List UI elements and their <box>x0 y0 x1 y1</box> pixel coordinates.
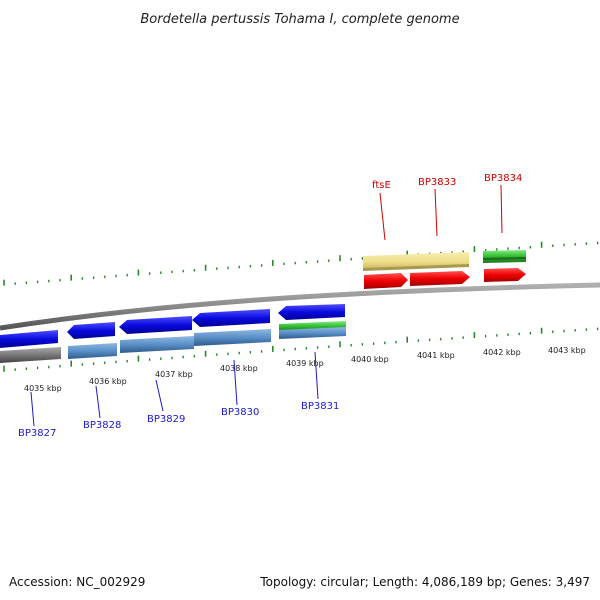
cds-arrow-BP3828 <box>67 322 115 339</box>
label-leader-BP3830 <box>233 359 238 406</box>
kbp-label: 4043 kbp <box>548 346 586 355</box>
gene-bar-green-edge <box>483 257 526 260</box>
cds-arrow-ftsE <box>364 273 408 289</box>
forward-gene-labels: ftsE BP3833 BP3834 <box>372 173 522 241</box>
gene-bar-BP3830 <box>194 329 271 346</box>
gene-label-BP3833: BP3833 <box>418 177 456 188</box>
feature-bar-yellow-edge <box>363 264 469 271</box>
reverse-strand-features <box>0 304 346 363</box>
forward-strand-features <box>363 250 526 289</box>
kbp-label: 4036 kbp <box>89 377 127 386</box>
genome-backbone <box>0 282 600 331</box>
cds-arrow-BP3833 <box>410 271 470 286</box>
kbp-label: 4041 kbp <box>417 351 455 360</box>
accession-text: Accession: NC_002929 <box>9 575 145 589</box>
gene-label-BP3834: BP3834 <box>484 173 522 184</box>
cds-arrow-BP3827 <box>0 330 58 348</box>
label-leader-BP3827 <box>30 391 35 427</box>
gene-label-BP3829: BP3829 <box>147 414 185 425</box>
gene-bar-BP3831 <box>279 327 346 339</box>
kbp-label: 4040 kbp <box>351 355 389 364</box>
kbp-label: 4038 kbp <box>220 364 258 373</box>
label-leader-BP3829 <box>155 379 164 412</box>
gene-label-BP3827: BP3827 <box>18 428 56 439</box>
gene-bar-BP3828 <box>68 343 117 359</box>
gene-label-BP3831: BP3831 <box>301 401 339 412</box>
cds-arrow-BP3831 <box>278 304 345 320</box>
gene-label-BP3830: BP3830 <box>221 407 259 418</box>
outer-tick-ring <box>3 241 599 286</box>
inner-tick-ring <box>3 327 599 372</box>
kbp-label: 4039 kbp <box>286 359 324 368</box>
kbp-label: 4037 kbp <box>155 370 193 379</box>
gene-label-ftsE: ftsE <box>372 180 391 191</box>
gene-bar-green <box>483 250 526 263</box>
cds-arrow-BP3829 <box>119 316 192 334</box>
genome-summary-text: Topology: circular; Length: 4,086,189 bp… <box>259 575 590 589</box>
label-leader-BP3833 <box>434 188 438 237</box>
gene-bar-BP3829 <box>120 336 194 353</box>
label-leader-ftsE <box>379 192 386 241</box>
kbp-axis-labels: 4035 kbp 4036 kbp 4037 kbp 4038 kbp 4039… <box>24 346 586 393</box>
gene-bar-grey <box>0 347 61 363</box>
cds-arrow-BP3834 <box>484 268 526 282</box>
label-leader-BP3834 <box>500 184 503 234</box>
cds-arrow-BP3830 <box>192 309 270 327</box>
reverse-gene-labels: BP3827 BP3828 BP3829 BP3830 BP3831 <box>18 351 339 439</box>
feature-bar-yellow <box>363 252 469 269</box>
map-title: Bordetella pertussis Tohama I, complete … <box>140 12 459 27</box>
kbp-label: 4042 kbp <box>483 348 521 357</box>
label-leader-BP3828 <box>95 385 101 419</box>
label-leader-BP3831 <box>314 351 319 400</box>
kbp-label: 4035 kbp <box>24 384 62 393</box>
gene-label-BP3828: BP3828 <box>83 420 121 431</box>
